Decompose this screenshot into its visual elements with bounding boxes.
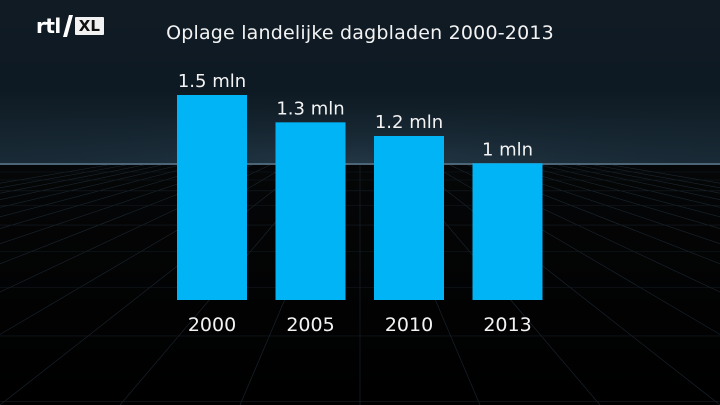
floor-grid-line	[485, 164, 720, 244]
floor-grid-line	[503, 164, 720, 229]
logo-brand: rtl	[36, 14, 61, 38]
horizon-glow	[0, 60, 720, 165]
floor-grid-line	[0, 164, 307, 405]
value-label-2013: 1 mln	[482, 139, 533, 160]
floor-grid-line	[0, 164, 217, 229]
value-label-2010: 1.2 mln	[375, 112, 443, 133]
category-label-2000: 2000	[188, 314, 236, 336]
value-label-2005: 1.3 mln	[276, 98, 344, 119]
value-label-2000: 1.5 mln	[178, 71, 246, 92]
floor-grid-line	[0, 164, 253, 265]
category-label-2005: 2005	[286, 314, 334, 336]
horizon-line	[0, 163, 720, 165]
bar-2010	[374, 136, 444, 300]
bar-2013	[472, 163, 543, 300]
floor-grid-line	[467, 164, 720, 265]
category-label-2010: 2010	[385, 314, 433, 336]
logo-suffix: XL	[74, 17, 104, 35]
floor-grid-line	[0, 164, 235, 244]
bar-2005	[275, 122, 346, 300]
floor-grid-line	[0, 164, 199, 218]
floor-grid-line	[0, 164, 181, 208]
floor-grid-line	[521, 164, 720, 218]
category-label-2013: 2013	[483, 314, 531, 336]
bar-2000	[177, 95, 247, 300]
chart-title: Oplage landelijke dagbladen 2000-2013	[166, 22, 554, 44]
channel-logo: rtl XL	[36, 14, 104, 38]
floor-grid-line	[539, 164, 720, 208]
floor-grid-line	[413, 164, 720, 405]
logo-slash-icon	[62, 15, 73, 37]
